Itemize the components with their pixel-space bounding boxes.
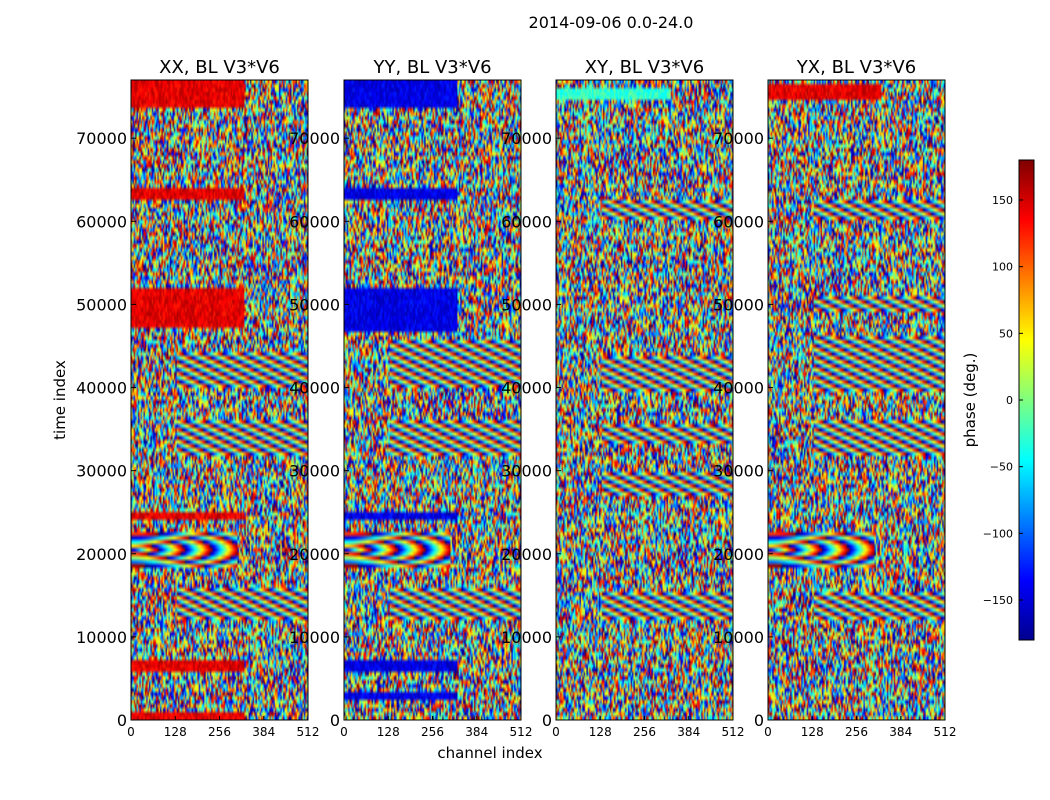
panel-2: YY, BL V3*V6 0 128 256 384 512 0 10000 20000 3000… bbox=[289, 57, 532, 739]
colorbar-label: phase (deg.) bbox=[961, 353, 979, 448]
y-tick-label: 10000 bbox=[501, 628, 552, 647]
y-tick-label: 50000 bbox=[76, 295, 127, 314]
colorbar-tick-label: 0 bbox=[1006, 394, 1013, 407]
y-tick-label: 30000 bbox=[289, 462, 340, 481]
panel-4: YX, BL V3*V6 0 128 256 384 512 0 10000 20000 3000… bbox=[713, 57, 956, 739]
x-tick-label: 0 bbox=[764, 725, 772, 739]
x-tick-label: 384 bbox=[465, 725, 488, 739]
phase-heatmap bbox=[344, 80, 521, 720]
colorbar-tick-label: 50 bbox=[999, 327, 1013, 340]
phase-heatmap bbox=[768, 80, 945, 720]
x-tick-label: 512 bbox=[297, 725, 320, 739]
panel-title: YY, BL V3*V6 bbox=[372, 57, 491, 78]
panel-title: XX, BL V3*V6 bbox=[159, 57, 280, 78]
y-tick-label: 40000 bbox=[289, 379, 340, 398]
x-axis-label: channel index bbox=[437, 744, 542, 762]
x-tick-label: 128 bbox=[589, 725, 612, 739]
y-tick-label: 60000 bbox=[501, 212, 552, 231]
y-tick-label: 20000 bbox=[289, 545, 340, 564]
y-tick-label: 0 bbox=[754, 711, 764, 730]
y-tick-label: 20000 bbox=[76, 545, 127, 564]
x-tick-label: 256 bbox=[421, 725, 444, 739]
x-tick-label: 0 bbox=[340, 725, 348, 739]
y-tick-label: 40000 bbox=[501, 379, 552, 398]
x-tick-label: 512 bbox=[510, 725, 533, 739]
y-tick-label: 70000 bbox=[289, 129, 340, 148]
panels: XX, BL V3*V6 0 128 256 384 512 0 10000 20000 3000… bbox=[76, 57, 956, 739]
figure-title: 2014-09-06 0.0-24.0 bbox=[529, 13, 694, 32]
colorbar-tick-label: −100 bbox=[983, 527, 1013, 540]
y-tick-label: 0 bbox=[542, 711, 552, 730]
x-tick-label: 384 bbox=[252, 725, 275, 739]
x-tick-label: 256 bbox=[845, 725, 868, 739]
y-tick-label: 60000 bbox=[76, 212, 127, 231]
y-tick-label: 20000 bbox=[501, 545, 552, 564]
y-tick-label: 50000 bbox=[501, 295, 552, 314]
y-tick-label: 20000 bbox=[713, 545, 764, 564]
y-tick-label: 10000 bbox=[713, 628, 764, 647]
panel-title: XY, BL V3*V6 bbox=[585, 57, 704, 78]
y-tick-label: 60000 bbox=[289, 212, 340, 231]
x-tick-label: 512 bbox=[722, 725, 745, 739]
x-tick-label: 384 bbox=[889, 725, 912, 739]
colorbar-tick-label: 150 bbox=[992, 194, 1013, 207]
y-tick-label: 30000 bbox=[713, 462, 764, 481]
x-tick-label: 128 bbox=[377, 725, 400, 739]
panel-title: YX, BL V3*V6 bbox=[796, 57, 916, 78]
colorbar-ticks: 150 100 50 0 −50 −100 −150 bbox=[983, 194, 1023, 607]
y-tick-label: 30000 bbox=[76, 462, 127, 481]
phase-heatmap bbox=[556, 80, 733, 720]
y-tick-label: 50000 bbox=[713, 295, 764, 314]
x-tick-label: 256 bbox=[208, 725, 231, 739]
x-tick-label: 0 bbox=[552, 725, 560, 739]
y-tick-label: 70000 bbox=[501, 129, 552, 148]
y-tick-label: 60000 bbox=[713, 212, 764, 231]
colorbar-tick-label: 100 bbox=[992, 261, 1013, 274]
x-tick-label: 0 bbox=[127, 725, 135, 739]
x-tick-label: 512 bbox=[934, 725, 957, 739]
y-tick-label: 10000 bbox=[76, 628, 127, 647]
y-tick-label: 0 bbox=[117, 711, 127, 730]
y-tick-label: 30000 bbox=[501, 462, 552, 481]
y-tick-label: 70000 bbox=[76, 129, 127, 148]
x-tick-label: 128 bbox=[164, 725, 187, 739]
colorbar: 150 100 50 0 −50 −100 −150 phase (deg.) bbox=[961, 159, 1035, 641]
y-tick-label: 10000 bbox=[289, 628, 340, 647]
x-tick-label: 384 bbox=[677, 725, 700, 739]
phase-heatmap bbox=[131, 80, 308, 720]
y-tick-label: 0 bbox=[330, 711, 340, 730]
y-axis-label: time index bbox=[51, 360, 69, 440]
y-tick-label: 70000 bbox=[713, 129, 764, 148]
x-tick-label: 128 bbox=[801, 725, 824, 739]
colorbar-tick-label: −150 bbox=[983, 594, 1013, 607]
y-tick-label: 40000 bbox=[713, 379, 764, 398]
colorbar-tick-label: −50 bbox=[990, 461, 1013, 474]
y-tick-label: 40000 bbox=[76, 379, 127, 398]
panel-1: XX, BL V3*V6 0 128 256 384 512 0 10000 20000 3000… bbox=[76, 57, 319, 739]
panel-3: XY, BL V3*V6 0 128 256 384 512 0 10000 20000 3000… bbox=[501, 57, 744, 739]
x-tick-label: 256 bbox=[633, 725, 656, 739]
y-tick-label: 50000 bbox=[289, 295, 340, 314]
